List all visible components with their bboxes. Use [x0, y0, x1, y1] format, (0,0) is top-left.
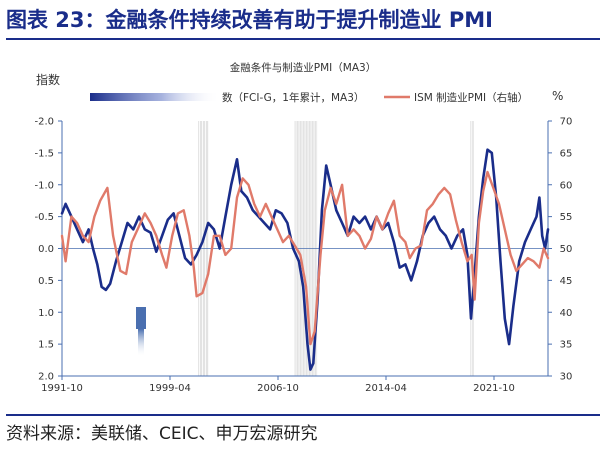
x-tick-label: 1991-10 [41, 383, 83, 394]
left-tick-label: 1.5 [38, 340, 54, 351]
left-tick-label: 2.0 [38, 372, 54, 383]
legend-swatch-fci [90, 93, 220, 101]
title-divider [6, 38, 600, 40]
x-tick-label: 2014-04 [365, 383, 407, 394]
right-tick-label: 40 [560, 308, 573, 319]
left-tick-label: -0.5 [34, 212, 54, 223]
right-tick-label: 30 [560, 372, 573, 383]
right-tick-label: 50 [560, 244, 573, 255]
right-axis-title: % [552, 89, 563, 103]
x-tick-label: 2021-10 [473, 383, 515, 394]
left-axis-title: 指数 [36, 72, 60, 87]
chart-title: 金融条件与制造业PMI（MA3） [230, 61, 376, 74]
left-tick-label: 1.0 [38, 308, 54, 319]
legend-label-pmi: ISM 制造业PMI（右轴） [414, 91, 528, 104]
left-tick-label: 0.0 [38, 244, 54, 255]
source-note: 资料来源：美联储、CEIC、申万宏源研究 [6, 424, 318, 444]
right-tick-label: 70 [560, 117, 573, 128]
fci-pmi-chart: 金融条件与制造业PMI（MA3） 指数 % 数（FCI-G，1年累计，MA3） … [34, 61, 573, 394]
x-tick-label: 1999-04 [149, 383, 191, 394]
arrow-indicator-icon [136, 307, 146, 329]
left-tick-label: -2.0 [34, 117, 54, 128]
footer-divider [6, 414, 600, 416]
page-title: 图表 23：金融条件持续改善有助于提升制造业 PMI [6, 8, 493, 32]
right-tick-label: 45 [560, 276, 573, 287]
arrow-indicator-tail [138, 329, 144, 357]
x-tick-label: 2006-10 [257, 383, 299, 394]
pmi-series-line [60, 170, 550, 346]
left-tick-label: -1.5 [34, 148, 54, 159]
right-tick-label: 55 [560, 212, 573, 223]
left-tick-label: -1.0 [34, 180, 54, 191]
legend-label-fci: 数（FCI-G，1年累计，MA3） [222, 91, 364, 104]
left-tick-label: 0.5 [38, 276, 54, 287]
right-tick-label: 35 [560, 340, 573, 351]
right-tick-label: 65 [560, 148, 573, 159]
right-tick-label: 60 [560, 180, 573, 191]
